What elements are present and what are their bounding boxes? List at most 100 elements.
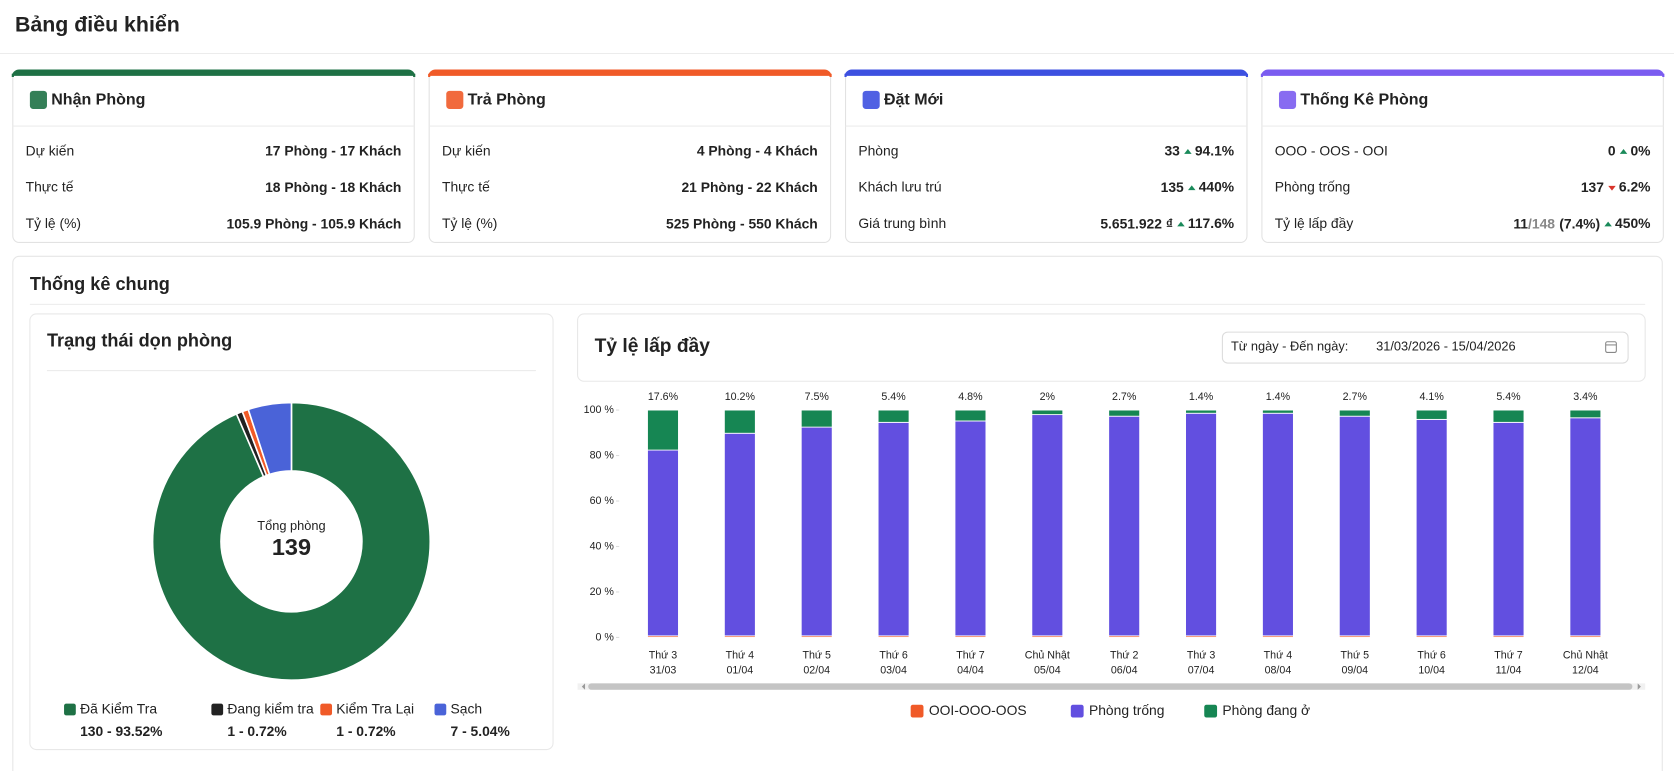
value-main: 17 Phòng - 17 Khách xyxy=(265,142,401,158)
row-label: Tỷ lệ (%) xyxy=(26,215,81,231)
bar-segment xyxy=(1185,409,1217,414)
value-main: 11 xyxy=(1513,215,1528,231)
x-tick-label: Thứ 5 xyxy=(1341,649,1370,661)
bar-value-label: 1.4% xyxy=(1189,391,1214,403)
value-main: 21 Phòng - 22 Khách xyxy=(681,179,817,195)
bar-value-label: 4.8% xyxy=(958,391,983,403)
card-accent xyxy=(844,69,1249,78)
bar-value-label: 10.2% xyxy=(725,391,756,403)
value-main: 18 Phòng - 18 Khách xyxy=(265,179,401,195)
row-value: 33 xyxy=(1164,142,1180,158)
row-value: 17 Phòng - 17 Khách xyxy=(265,142,401,158)
trend-arrow xyxy=(1619,149,1628,154)
calendar-icon[interactable] xyxy=(1605,341,1617,353)
value-main: 137 xyxy=(1581,179,1604,195)
bar-value-label: 17.6% xyxy=(648,391,679,403)
card-icon xyxy=(1278,90,1297,109)
row-value: 4 Phòng - 4 Khách xyxy=(697,142,818,158)
legend-value: 1 - 0.72% xyxy=(227,723,286,739)
value-main: 105.9 Phòng - 105.9 Khách xyxy=(227,215,402,231)
row-label: Giá trung bình xyxy=(858,215,946,231)
legend-label: Kiểm Tra Lại xyxy=(336,701,414,717)
bar-value-label: 2.7% xyxy=(1343,391,1368,403)
bar-segment xyxy=(1031,414,1064,637)
bar-value-label: 7.5% xyxy=(805,391,830,403)
x-tick-label: 31/03 xyxy=(650,664,677,676)
card-title: Trả Phòng xyxy=(468,92,546,109)
x-tick-label: 07/04 xyxy=(1188,664,1215,676)
card-title: Nhận Phòng xyxy=(51,92,145,109)
trend-arrow xyxy=(1184,149,1192,154)
legend-marker xyxy=(211,703,224,716)
date-range[interactable]: 31/03/2026 - 15/04/2026 xyxy=(1376,338,1515,353)
bar-segment xyxy=(723,432,756,637)
bar-segment xyxy=(1185,412,1217,637)
y-tick-label: 100 % xyxy=(584,404,615,416)
x-tick-label: Thứ 7 xyxy=(1494,649,1523,661)
value-extra: (7.4%) xyxy=(1559,215,1600,231)
row-change: 0% xyxy=(1630,142,1650,158)
legend-label: Phòng trống xyxy=(1089,702,1165,718)
legend-value: 130 - 93.52% xyxy=(80,723,162,739)
x-tick-label: Chủ Nhật xyxy=(1025,649,1070,661)
bar-header xyxy=(577,313,1646,382)
legend-value: 1 - 0.72% xyxy=(336,723,395,739)
date-picker[interactable] xyxy=(1221,331,1629,364)
x-tick-label: 06/04 xyxy=(1111,664,1138,676)
scrollbar-thumb[interactable] xyxy=(588,683,1633,690)
donut-slice xyxy=(247,401,293,476)
bar-segment xyxy=(1262,412,1294,637)
x-tick-label: Thứ 5 xyxy=(802,649,831,661)
legend-label: Phòng đang ở xyxy=(1222,702,1310,718)
legend-marker xyxy=(64,703,76,716)
row-value: 21 Phòng - 22 Khách xyxy=(681,179,817,195)
bar-segment xyxy=(1492,409,1525,423)
bar-segment xyxy=(1492,421,1525,637)
row-label: Dự kiến xyxy=(442,142,491,158)
x-tick-label: 08/04 xyxy=(1265,664,1292,676)
value-main: 525 Phòng - 550 Khách xyxy=(666,215,818,231)
donut-center-value: 139 xyxy=(272,534,311,560)
legend-label: Đã Kiểm Tra xyxy=(80,701,157,717)
bar-value-label: 2.7% xyxy=(1112,391,1137,403)
bar-segment xyxy=(877,421,910,637)
row-value: 525 Phòng - 550 Khách xyxy=(666,215,818,231)
legend-value: 7 - 5.04% xyxy=(451,723,510,739)
bar-value-label: 2% xyxy=(1040,391,1056,403)
x-tick-label: 01/04 xyxy=(727,664,754,676)
legend-marker xyxy=(1070,704,1084,718)
row-label: Dự kiến xyxy=(26,142,75,158)
donut-center-label: Tổng phòng xyxy=(257,518,325,533)
trend-arrow xyxy=(1177,221,1185,227)
row-value: 11/148 (7.4%) xyxy=(1513,215,1600,231)
row-value: 105.9 Phòng - 105.9 Khách xyxy=(227,215,402,231)
page-title: Bảng điều khiển xyxy=(15,12,180,36)
trend-arrow xyxy=(1604,221,1612,227)
x-tick-label: Thứ 7 xyxy=(956,649,985,661)
bar-value-label: 5.4% xyxy=(881,391,906,403)
row-value: 137 xyxy=(1581,179,1604,195)
value-sub: /148 xyxy=(1528,215,1555,231)
value-main: 135 xyxy=(1161,179,1184,195)
bar-value-label: 5.4% xyxy=(1496,391,1521,403)
x-tick-label: 11/04 xyxy=(1496,664,1522,676)
x-tick-label: 09/04 xyxy=(1341,664,1368,676)
x-tick-label: Thứ 6 xyxy=(879,649,908,661)
card-accent xyxy=(11,69,416,78)
x-tick-label: 02/04 xyxy=(803,664,830,676)
bar-segment xyxy=(1415,409,1448,420)
row-change: 94.1% xyxy=(1195,142,1234,158)
value-main: 33 xyxy=(1164,142,1180,158)
row-change: 117.6% xyxy=(1188,215,1234,231)
bar-segment xyxy=(647,449,679,637)
card-title: Đặt Mới xyxy=(884,92,943,109)
row-value: 0 xyxy=(1608,142,1616,158)
value-main: 0 xyxy=(1608,142,1616,158)
y-tick-label: 60 % xyxy=(590,495,615,507)
legend-marker xyxy=(320,703,333,716)
donut-title: Trạng thái dọn phòng xyxy=(47,331,232,351)
legend-label: OOI-OOO-OOS xyxy=(929,702,1027,718)
bar-segment xyxy=(1108,409,1141,417)
